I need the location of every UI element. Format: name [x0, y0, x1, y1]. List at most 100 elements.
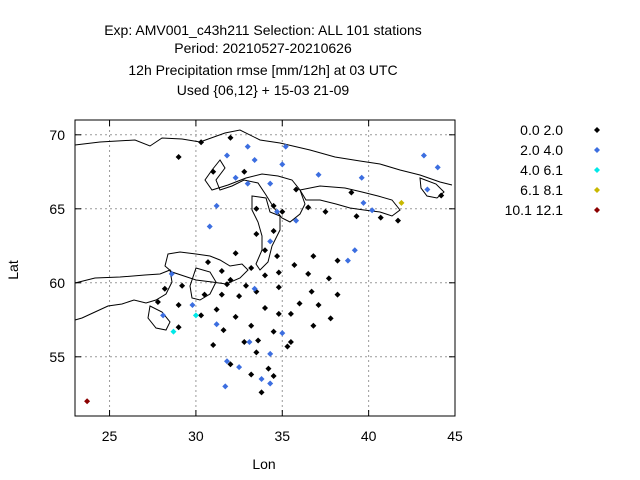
- data-point: [189, 302, 196, 308]
- data-point: [253, 288, 260, 295]
- data-point: [262, 272, 268, 279]
- legend-marker: [594, 127, 600, 133]
- data-point: [179, 282, 186, 289]
- data-point: [267, 380, 274, 387]
- data-point: [348, 189, 355, 196]
- x-tick-label: 40: [361, 428, 377, 444]
- data-point: [434, 164, 441, 171]
- data-point: [84, 398, 91, 405]
- data-point: [213, 306, 220, 313]
- data-point: [198, 312, 205, 319]
- title-line: 12h Precipitation rmse [mm/12h] at 03 UT…: [128, 62, 397, 78]
- data-point: [251, 285, 258, 292]
- y-tick-label: 70: [49, 127, 65, 143]
- data-point: [270, 373, 277, 380]
- data-point: [160, 312, 167, 319]
- data-point: [284, 343, 291, 350]
- data-point: [210, 168, 217, 175]
- legend-label: 2.0 4.0: [520, 142, 563, 158]
- x-tick-label: 30: [188, 428, 204, 444]
- data-point: [248, 265, 255, 271]
- data-point: [241, 339, 248, 345]
- data-point: [213, 202, 220, 209]
- data-point: [344, 257, 351, 264]
- data-point: [274, 253, 281, 260]
- data-point: [243, 282, 249, 289]
- data-point: [267, 350, 274, 357]
- data-point: [315, 302, 322, 308]
- data-point: [351, 247, 358, 254]
- y-tick-label: 60: [49, 275, 65, 291]
- data-point: [246, 339, 253, 345]
- data-point: [265, 365, 272, 372]
- data-point: [267, 238, 274, 245]
- data-point: [279, 208, 286, 215]
- data-point: [327, 315, 334, 322]
- data-point: [274, 208, 281, 215]
- x-tick-label: 35: [274, 428, 290, 444]
- data-point: [236, 293, 243, 300]
- data-point: [236, 364, 243, 371]
- y-axis-label: Lat: [5, 260, 21, 280]
- data-point: [255, 337, 262, 344]
- data-point: [325, 275, 332, 282]
- data-point: [218, 267, 225, 274]
- title-line: Exp: AMV001_c43h211 Selection: ALL 101 s…: [104, 22, 422, 38]
- data-point: [310, 322, 317, 329]
- legend-marker: [594, 187, 600, 193]
- data-point: [308, 288, 315, 295]
- data-point: [293, 217, 300, 224]
- data-point: [175, 302, 182, 308]
- x-tick-labels: 25 30 35 40 45: [102, 428, 463, 444]
- data-point: [154, 299, 161, 306]
- coastline-map: [74, 129, 453, 331]
- data-point: [258, 389, 265, 396]
- data-point: [395, 217, 401, 224]
- plot-frame: [74, 119, 456, 417]
- legend-marker: [594, 147, 600, 153]
- y-tick-label: 65: [49, 201, 65, 217]
- data-point: [168, 270, 175, 277]
- data-point: [170, 328, 177, 335]
- x-tick-label: 25: [102, 428, 118, 444]
- data-point: [222, 383, 229, 390]
- data-point: [198, 139, 205, 146]
- y-tick-label: 55: [49, 349, 65, 365]
- data-point: [296, 300, 303, 307]
- data-point: [220, 327, 227, 334]
- data-point: [353, 213, 360, 220]
- data-point: [279, 161, 286, 168]
- data-points: [84, 134, 445, 405]
- data-point: [358, 174, 365, 181]
- grid-lines: [75, 120, 455, 416]
- data-point: [253, 349, 260, 356]
- data-point: [398, 199, 405, 206]
- data-point: [253, 205, 260, 212]
- data-point: [227, 361, 234, 368]
- data-point: [322, 208, 329, 215]
- y-tick-labels: 55 60 65 70: [49, 127, 65, 365]
- x-axis-label: Lon: [252, 456, 275, 472]
- data-point: [424, 186, 431, 193]
- data-point: [175, 324, 182, 331]
- data-point: [293, 186, 300, 193]
- data-point: [275, 310, 282, 317]
- legend: 0.0 2.0 2.0 4.0 4.0 6.1 6.1 8.1 10.1 12.1: [505, 122, 600, 218]
- legend-label: 4.0 6.1: [520, 162, 563, 178]
- data-point: [282, 143, 289, 150]
- data-point: [210, 341, 217, 348]
- data-point: [315, 171, 322, 178]
- data-point: [262, 304, 268, 311]
- legend-label: 0.0 2.0: [520, 122, 563, 138]
- data-point: [270, 328, 277, 335]
- data-point: [310, 253, 317, 260]
- data-point: [279, 330, 286, 337]
- data-point: [227, 134, 234, 141]
- data-point: [232, 313, 239, 320]
- data-point: [334, 291, 341, 298]
- data-point: [241, 168, 248, 175]
- x-tick-label: 45: [447, 428, 463, 444]
- data-point: [334, 257, 341, 264]
- data-point: [248, 371, 255, 378]
